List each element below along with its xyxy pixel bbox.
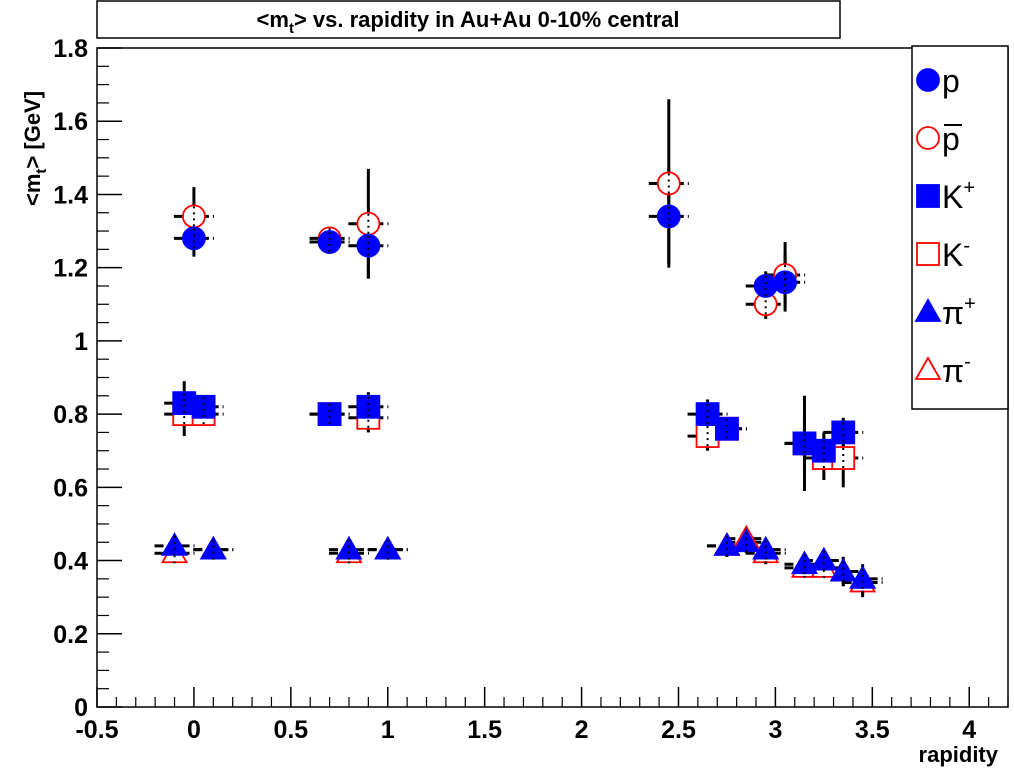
x-tick-label: 2 xyxy=(575,716,589,744)
title-box xyxy=(96,0,841,39)
x-tick-label: -0.5 xyxy=(75,716,118,744)
axes-layer: -0.5 0 0.5 1 1.5 2 2.5 3 3.5 400.20.40.60.811.21.… xyxy=(53,35,1009,744)
y-tick-label: 1.8 xyxy=(53,35,88,63)
legend-marker xyxy=(916,184,940,208)
y-axis-title-sub: t xyxy=(33,169,50,174)
legend-label: K+ xyxy=(942,177,975,215)
chart-title-sub: t xyxy=(289,20,294,37)
x-tick-label: 1.5 xyxy=(467,716,502,744)
data-point-square-filled xyxy=(356,394,381,419)
chart-title: <mt> vs. rapidity in Au+Au 0-10% central xyxy=(257,7,680,37)
data-point-square-filled xyxy=(317,402,342,427)
data-markers xyxy=(160,171,877,593)
x-tick-label: 3.5 xyxy=(855,716,890,744)
y-tick-label: 0.4 xyxy=(53,548,88,576)
legend-label: p xyxy=(942,63,960,99)
legend-marker xyxy=(916,68,940,92)
y-tick-label: 1.4 xyxy=(53,181,88,209)
data-point-circle-filled xyxy=(317,230,342,254)
x-tick-label: 1 xyxy=(381,716,395,744)
legend-label: K- xyxy=(942,235,970,273)
y-tick-label: 1.6 xyxy=(53,108,88,136)
y-tick-label: 0 xyxy=(74,694,88,722)
legend-marker xyxy=(916,126,940,150)
y-tick-label: 0.6 xyxy=(53,474,88,502)
x-axis-title: rapidity xyxy=(919,742,999,767)
data-point-square-filled xyxy=(695,402,720,427)
chart-title-main: <m xyxy=(257,7,289,32)
y-tick-label: 1.2 xyxy=(53,255,88,283)
x-tick-label: 0.5 xyxy=(273,716,308,744)
x-tick-label: 4 xyxy=(962,716,976,744)
x-tick-label: 2.5 xyxy=(661,716,696,744)
data-point-square-filled xyxy=(715,416,739,441)
y-tick-label: 0.2 xyxy=(53,621,88,649)
y-tick-label: 1 xyxy=(74,328,88,356)
data-point-circle-filled xyxy=(753,274,778,298)
legend-box xyxy=(911,45,1009,410)
legend: pp K+ K-π+ π- xyxy=(914,63,976,389)
legend-label: π- xyxy=(942,351,971,389)
data-point-circle-filled xyxy=(356,233,381,258)
data-point-square-filled xyxy=(811,438,836,463)
x-tick-label: 0 xyxy=(187,716,201,744)
data-point-square-filled xyxy=(191,394,216,419)
x-tick-label: 3 xyxy=(768,716,782,744)
data-point-circle-open xyxy=(356,211,381,236)
y-axis-title-main: <m xyxy=(20,174,45,206)
y-tick-label: 0.8 xyxy=(53,401,88,429)
data-point-circle-filled xyxy=(773,270,797,295)
y-axis-title: <mt> [GeV] xyxy=(20,91,50,206)
legend-label: p xyxy=(942,121,960,157)
plot-frame xyxy=(96,47,1009,708)
legend-marker xyxy=(914,298,942,322)
legend-marker xyxy=(916,242,940,266)
data-point-circle-open xyxy=(182,204,206,229)
data-point-circle-filled xyxy=(182,226,206,251)
y-axis-title-rest: > [GeV] xyxy=(20,91,45,169)
data-point-circle-open xyxy=(656,171,681,196)
legend-marker xyxy=(914,356,942,380)
data-point-square-filled xyxy=(831,420,856,445)
legend-label: π+ xyxy=(942,293,976,331)
chart-title-rest: > vs. rapidity in Au+Au 0-10% central xyxy=(294,7,680,32)
data-point-circle-filled xyxy=(656,204,681,229)
error-bars xyxy=(154,99,883,598)
